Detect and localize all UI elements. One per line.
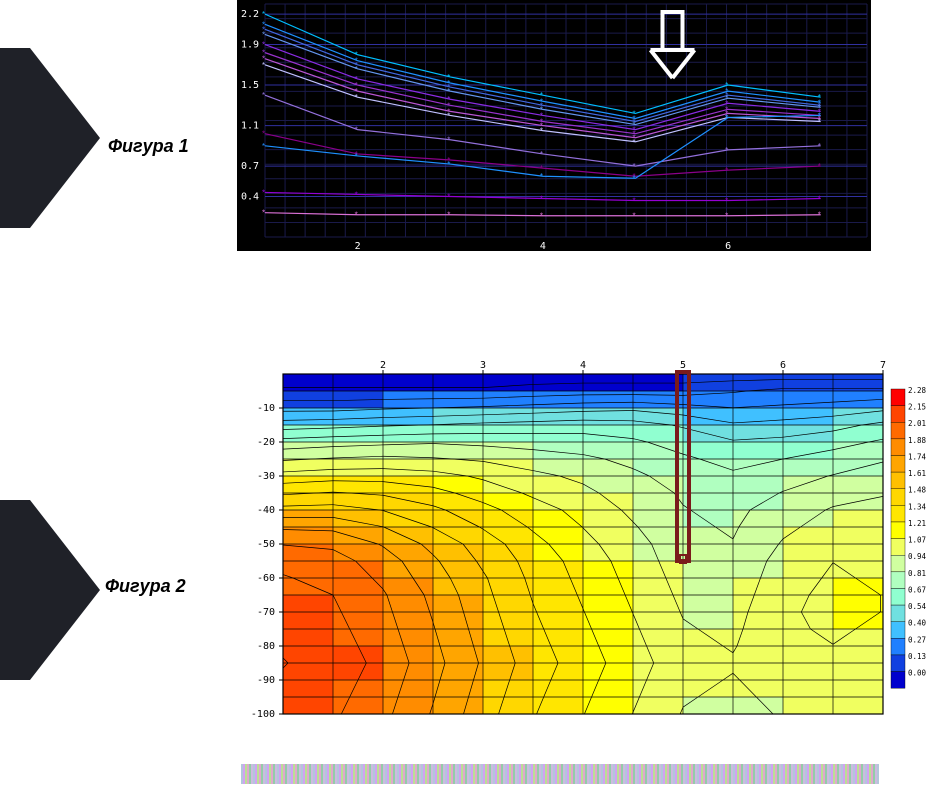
svg-text:1.5: 1.5 — [241, 80, 259, 91]
svg-text:*: * — [355, 190, 358, 199]
svg-text:1.61: 1.61 — [908, 469, 926, 478]
chart1-line-plot: 2.2 1.9 1.5 1.1 0.7 0.4 2 4 6 * * * * * * * * * * * * * * * * * * *… — [237, 0, 871, 251]
svg-text:2.28: 2.28 — [908, 386, 927, 395]
svg-text:3: 3 — [480, 360, 486, 371]
svg-text:-50: -50 — [257, 539, 275, 550]
svg-text:0.00: 0.00 — [908, 669, 927, 678]
pointer-shape-1 — [0, 48, 100, 228]
svg-text:-60: -60 — [257, 573, 275, 584]
svg-text:1.07: 1.07 — [908, 536, 926, 545]
svg-text:-20: -20 — [257, 437, 275, 448]
svg-text:-90: -90 — [257, 675, 275, 686]
svg-text:2: 2 — [380, 360, 386, 371]
svg-text:*: * — [540, 172, 543, 181]
svg-text:*: * — [447, 136, 450, 145]
svg-text:*: * — [262, 188, 265, 197]
noise-strip — [241, 764, 879, 784]
svg-text:1.9: 1.9 — [241, 40, 259, 51]
svg-text:*: * — [447, 111, 450, 120]
svg-text:0.13: 0.13 — [908, 652, 926, 661]
figure1-label: Фигура 1 — [108, 136, 189, 157]
svg-text:*: * — [262, 91, 265, 100]
svg-text:*: * — [818, 195, 821, 204]
svg-text:*: * — [262, 130, 265, 139]
svg-text:-40: -40 — [257, 505, 275, 516]
svg-text:*: * — [540, 127, 543, 136]
chart2-contour-heatmap: 2 3 4 5 6 7 -10 -20 -30 -40 -50 -60 -70 -80 -90 -100 2.2… — [237, 356, 937, 718]
svg-text:*: * — [262, 142, 265, 151]
svg-text:*: * — [725, 197, 728, 206]
svg-text:*: * — [725, 166, 728, 175]
svg-text:6: 6 — [780, 360, 786, 371]
figure2-label: Фигура 2 — [105, 576, 186, 597]
svg-text:*: * — [540, 212, 543, 221]
svg-text:*: * — [632, 138, 635, 147]
svg-text:7: 7 — [880, 360, 886, 371]
svg-text:6: 6 — [725, 241, 731, 251]
svg-text:4: 4 — [580, 360, 586, 371]
svg-text:1.34: 1.34 — [908, 502, 927, 511]
svg-text:2.15: 2.15 — [908, 403, 926, 412]
svg-text:*: * — [262, 61, 265, 70]
svg-text:*: * — [632, 212, 635, 221]
svg-text:-80: -80 — [257, 641, 275, 652]
svg-text:5: 5 — [680, 360, 686, 371]
svg-text:-100: -100 — [251, 709, 275, 718]
svg-text:2.2: 2.2 — [241, 9, 259, 20]
svg-text:*: * — [725, 212, 728, 221]
svg-text:2.01: 2.01 — [908, 419, 926, 428]
svg-text:*: * — [818, 211, 821, 220]
svg-text:1.74: 1.74 — [908, 452, 927, 461]
svg-text:*: * — [632, 174, 635, 183]
svg-text:*: * — [632, 162, 635, 171]
svg-text:*: * — [355, 93, 358, 102]
svg-text:-30: -30 — [257, 471, 275, 482]
svg-text:2: 2 — [355, 241, 361, 251]
svg-text:*: * — [818, 162, 821, 171]
svg-text:*: * — [262, 209, 265, 218]
svg-text:*: * — [355, 152, 358, 161]
pointer-shape-2 — [0, 500, 100, 680]
svg-text:-10: -10 — [257, 403, 275, 414]
svg-text:1.1: 1.1 — [241, 121, 259, 132]
chart1-canvas: 2.2 1.9 1.5 1.1 0.7 0.4 2 4 6 * * * * * * * * * * * * * * * * * * *… — [237, 0, 871, 251]
svg-text:4: 4 — [540, 241, 546, 251]
svg-text:*: * — [355, 126, 358, 135]
svg-text:*: * — [818, 142, 821, 151]
svg-text:*: * — [355, 65, 358, 74]
svg-text:0.7: 0.7 — [241, 161, 259, 172]
svg-text:0.67: 0.67 — [908, 585, 926, 594]
svg-text:*: * — [540, 150, 543, 159]
svg-text:*: * — [725, 113, 728, 122]
svg-text:0.54: 0.54 — [908, 602, 927, 611]
svg-text:0.4: 0.4 — [241, 191, 259, 202]
svg-text:*: * — [262, 30, 265, 39]
chart2-canvas: 2 3 4 5 6 7 -10 -20 -30 -40 -50 -60 -70 -80 -90 -100 2.2… — [237, 356, 937, 718]
svg-text:0.40: 0.40 — [908, 619, 927, 628]
svg-text:*: * — [540, 195, 543, 204]
svg-text:*: * — [632, 197, 635, 206]
svg-text:1.88: 1.88 — [908, 436, 927, 445]
svg-text:1.48: 1.48 — [908, 486, 927, 495]
svg-text:0.27: 0.27 — [908, 635, 926, 644]
svg-text:*: * — [262, 10, 265, 19]
svg-text:1.21: 1.21 — [908, 519, 926, 528]
svg-text:0.81: 0.81 — [908, 569, 926, 578]
svg-text:-70: -70 — [257, 607, 275, 618]
svg-text:*: * — [725, 146, 728, 155]
svg-text:*: * — [818, 111, 821, 120]
svg-text:*: * — [447, 160, 450, 169]
svg-text:*: * — [447, 192, 450, 201]
svg-text:*: * — [355, 211, 358, 220]
svg-text:0.94: 0.94 — [908, 552, 927, 561]
svg-text:*: * — [447, 211, 450, 220]
